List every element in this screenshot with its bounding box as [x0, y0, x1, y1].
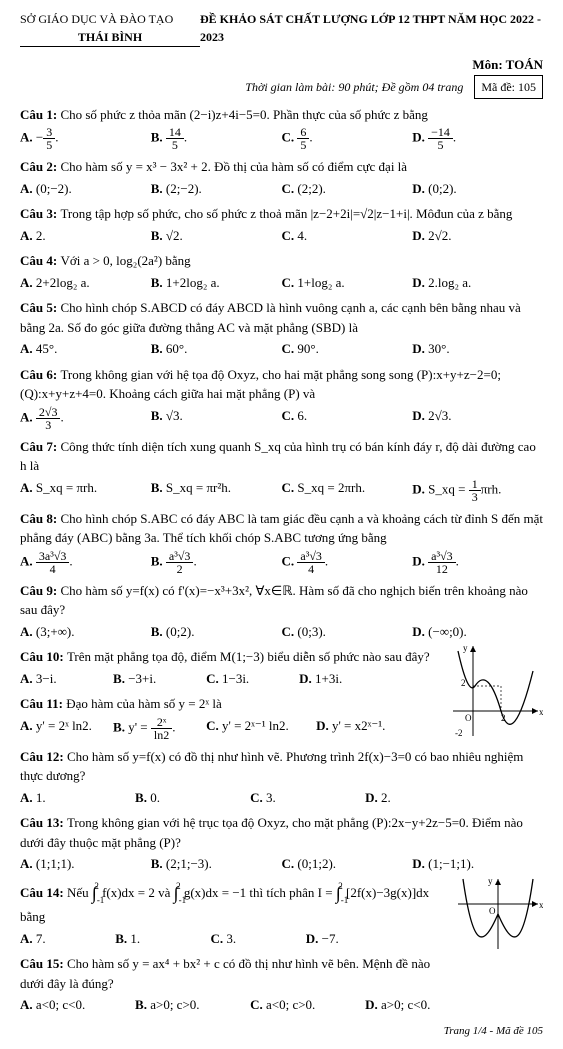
q3: Câu 3: Trong tập hợp số phức, cho số phứ… [20, 204, 543, 245]
q1: Câu 1: Cho số phức z thỏa mãn (2−i)z+4i−… [20, 105, 543, 152]
q6: Câu 6: Trong không gian với hệ tọa độ Ox… [20, 365, 543, 431]
q13: Câu 13: Trong không gian với hệ trục tọa… [20, 813, 543, 874]
page-footer: Trang 1/4 - Mã đề 105 [20, 1023, 543, 1040]
q15: Câu 15: Cho hàm số y = ax⁴ + bx² + c có … [20, 954, 543, 1015]
graph-cubic: x y O 2 2 -2 [443, 641, 543, 747]
time-info: Thời gian làm bài: 90 phút; Đề gồm 04 tr… [20, 75, 543, 99]
q9: Câu 9: Cho hàm số y=f(x) có f'(x)=−x³+3x… [20, 581, 543, 642]
svg-text:-2: -2 [455, 728, 463, 738]
subject: Môn: TOÁN [20, 55, 543, 75]
q8: Câu 8: Cho hình chóp S.ABC có đáy ABC là… [20, 509, 543, 575]
q5: Câu 5: Cho hình chóp S.ABCD có đáy ABCD … [20, 298, 543, 359]
province: THÁI BÌNH [20, 28, 200, 47]
header: SỞ GIÁO DỤC VÀ ĐÀO TẠO THÁI BÌNH ĐỀ KHẢO… [20, 10, 543, 53]
q2: Câu 2: Cho hàm số y = x³ − 3x² + 2. Đồ t… [20, 157, 543, 198]
q4: Câu 4: Với a > 0, log₂(2a²) bằng A. 2+2l… [20, 251, 543, 292]
q12: Câu 12: Cho hàm số y=f(x) có đồ thị như … [20, 747, 543, 808]
org: SỞ GIÁO DỤC VÀ ĐÀO TẠO [20, 10, 200, 28]
svg-text:x: x [539, 900, 543, 910]
org-block: SỞ GIÁO DỤC VÀ ĐÀO TẠO THÁI BÌNH [20, 10, 200, 53]
svg-text:O: O [465, 713, 472, 723]
svg-text:2: 2 [461, 678, 466, 688]
q7: Câu 7: Công thức tính diện tích xung qua… [20, 437, 543, 503]
svg-text:y: y [463, 643, 468, 653]
svg-text:y: y [488, 876, 493, 886]
exam-code: Mã đề: 105 [474, 75, 543, 99]
svg-text:x: x [539, 707, 543, 717]
graph-quartic: x y O [453, 874, 543, 960]
svg-text:O: O [489, 906, 496, 916]
title: ĐỀ KHẢO SÁT CHẤT LƯỢNG LỚP 12 THPT NĂM H… [200, 10, 543, 53]
